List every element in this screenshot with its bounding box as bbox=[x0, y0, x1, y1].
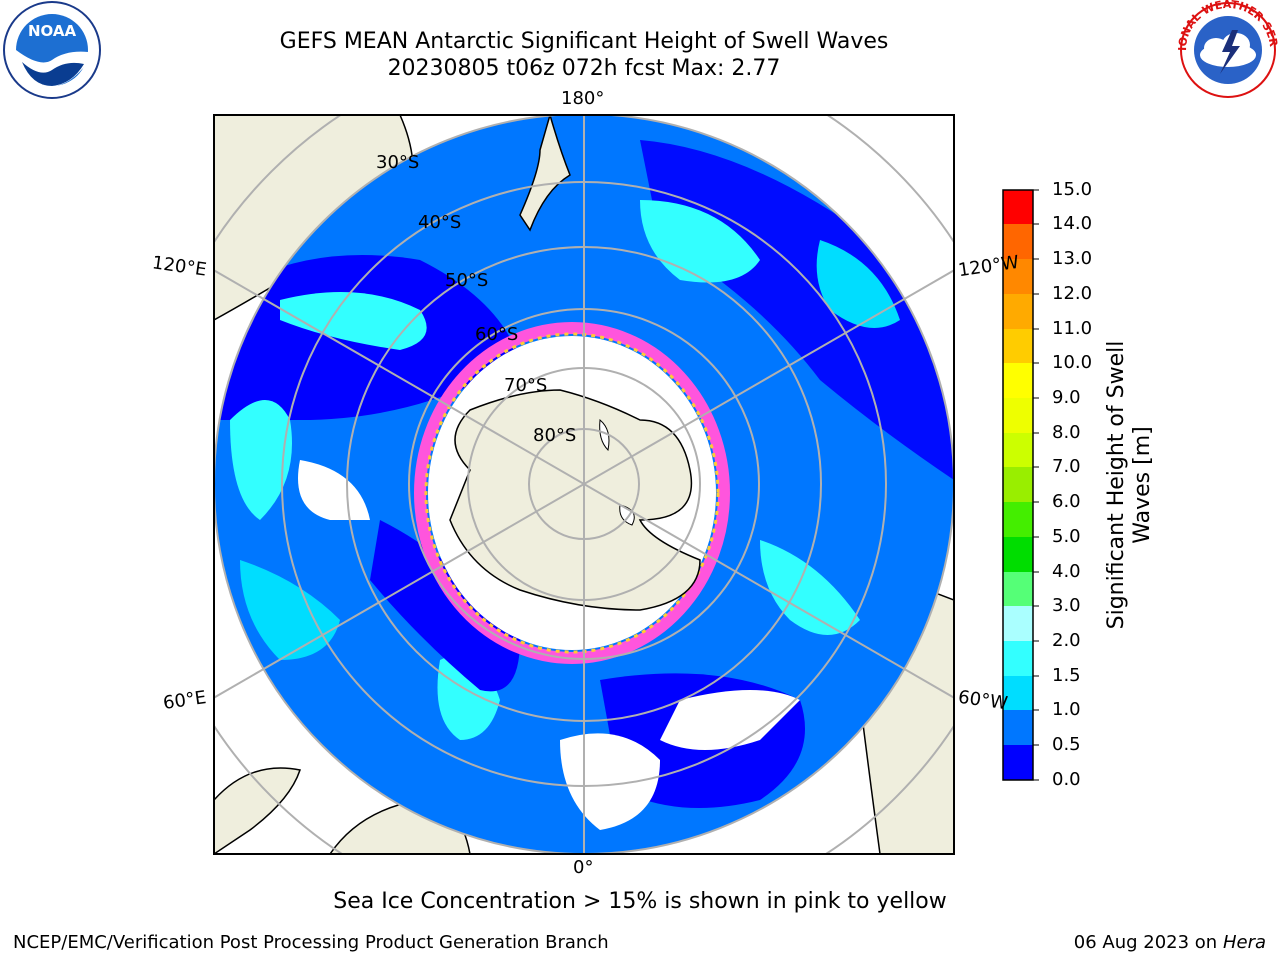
lat-label-70s: 70°S bbox=[504, 375, 548, 396]
colorbar-tick: 7.0 bbox=[1052, 456, 1081, 477]
colorbar-tick: 1.0 bbox=[1052, 699, 1081, 720]
noaa-logo: NOAA bbox=[3, 1, 101, 99]
colorbar-label: Significant Height of Swell Waves [m] bbox=[1104, 340, 1155, 630]
colorbar-tick: 10.0 bbox=[1052, 352, 1093, 373]
colorbar-tick: 11.0 bbox=[1052, 318, 1093, 339]
lon-label-180: 180° bbox=[561, 88, 605, 109]
colorbar-tick: 12.0 bbox=[1052, 283, 1093, 304]
colorbar-tick: 15.0 bbox=[1052, 179, 1093, 200]
colorbar-tick: 5.0 bbox=[1052, 526, 1081, 547]
colorbar-tick: 0.5 bbox=[1052, 734, 1081, 755]
colorbar bbox=[1002, 189, 1039, 781]
chart-subtitle: 20230805 t06z 072h fcst Max: 2.77 bbox=[387, 56, 781, 81]
africa-landmass bbox=[214, 767, 301, 854]
lat-label-50s: 50°S bbox=[445, 270, 489, 291]
colorbar-tick: 3.0 bbox=[1052, 595, 1081, 616]
colorbar-tick: 2.0 bbox=[1052, 630, 1081, 651]
colorbar-tick: 0.0 bbox=[1052, 769, 1081, 790]
sea-ice-note: Sea Ice Concentration > 15% is shown in … bbox=[333, 889, 947, 914]
colorbar-tick: 1.5 bbox=[1052, 665, 1081, 686]
date-stamp: 06 Aug 2023 on Hera bbox=[1074, 932, 1266, 953]
colorbar-tick: 14.0 bbox=[1052, 213, 1093, 234]
colorbar-tick: 13.0 bbox=[1052, 248, 1093, 269]
date-text: 06 Aug 2023 on bbox=[1073, 932, 1218, 953]
colorbar-tick: 8.0 bbox=[1052, 422, 1081, 443]
credit-text: NCEP/EMC/Verification Post Processing Pr… bbox=[13, 932, 609, 953]
lat-label-60s: 60°S bbox=[475, 324, 519, 345]
lat-label-40s: 40°S bbox=[418, 212, 462, 233]
system-name: Hera bbox=[1222, 932, 1266, 953]
chart-title: GEFS MEAN Antarctic Significant Height o… bbox=[279, 29, 889, 54]
colorbar-tick: 4.0 bbox=[1052, 561, 1081, 582]
svg-text:NOAA: NOAA bbox=[28, 22, 77, 40]
colorbar-tick: 6.0 bbox=[1052, 491, 1081, 512]
lon-label-0: 0° bbox=[573, 857, 594, 878]
lat-label-80s: 80°S bbox=[533, 425, 577, 446]
lat-label-30s: 30°S bbox=[376, 152, 420, 173]
colorbar-tick: 9.0 bbox=[1052, 387, 1081, 408]
nws-logo: NATIONAL WEATHER SERVICE bbox=[1176, 0, 1280, 98]
antarctica-landmass bbox=[449, 389, 701, 611]
